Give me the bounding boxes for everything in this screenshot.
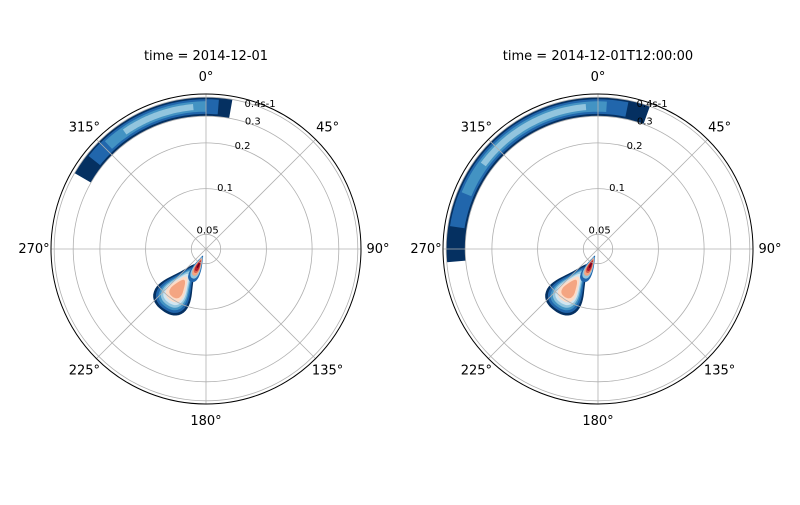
angular-gridline <box>205 139 316 250</box>
angular-gridline <box>488 139 599 250</box>
angle-tick-label: 90° <box>758 242 781 257</box>
polar-panel-right: time = 2014-12-01T12:00:00 0° 45° 90° 135° 1… <box>410 49 781 429</box>
polar-grid <box>51 94 361 404</box>
angular-gridline <box>205 248 316 359</box>
angle-tick-label: 180° <box>190 414 221 429</box>
radial-tick-label: 0.3 <box>245 116 261 127</box>
radial-tick-label: 0.2 <box>235 141 251 152</box>
radial-tick-label: 0.1 <box>609 183 625 194</box>
radial-tick-label: 0.1 <box>217 183 233 194</box>
angle-tick-label: 0° <box>199 70 214 85</box>
angle-tick-label: 315° <box>461 120 492 135</box>
angular-gridline <box>96 139 207 250</box>
polar-grid <box>443 94 753 404</box>
angle-tick-label: 180° <box>582 414 613 429</box>
polar-frame <box>50 93 362 405</box>
angle-tick-label: 270° <box>18 242 49 257</box>
angle-tick-label: 225° <box>461 364 492 379</box>
angle-tick-label: 270° <box>410 242 441 257</box>
angular-gridline <box>96 248 207 359</box>
peak-contour-level <box>169 279 185 299</box>
angular-gridline <box>488 248 599 359</box>
angle-tick-label: 135° <box>704 364 735 379</box>
panel-title: time = 2014-12-01 <box>144 49 268 64</box>
angle-tick-label: 315° <box>69 120 100 135</box>
angle-tick-label: 90° <box>366 242 389 257</box>
radial-tick-label: 0.05 <box>196 225 218 236</box>
radial-tick-label: 0.05 <box>588 225 610 236</box>
inner-peak-contour-level <box>588 262 592 268</box>
inner-peak-contour-level <box>196 262 200 268</box>
panel-title: time = 2014-12-01T12:00:00 <box>503 49 693 64</box>
angular-gridline <box>597 139 708 250</box>
angle-tick-label: 45° <box>316 120 339 135</box>
swell-contour-level <box>480 104 587 167</box>
radial-tick-label: 0.3 <box>637 116 653 127</box>
radial-tick-label: 0.4s-1 <box>637 99 668 110</box>
angular-gridline <box>597 248 708 359</box>
angle-tick-label: 135° <box>312 364 343 379</box>
polar-frame <box>442 93 754 405</box>
peak-contour-level <box>561 279 577 299</box>
swell-contour-level <box>122 104 194 135</box>
swell-contour-level <box>104 101 206 149</box>
angle-tick-label: 225° <box>69 364 100 379</box>
radial-tick-label: 0.2 <box>627 141 643 152</box>
angle-tick-label: 45° <box>708 120 731 135</box>
polar-panel-left: time = 2014-12-01 0° 45° 90° 135° 180° 225° 27… <box>18 49 389 429</box>
angle-tick-label: 0° <box>591 70 606 85</box>
radial-tick-label: 0.4s-1 <box>245 99 276 110</box>
